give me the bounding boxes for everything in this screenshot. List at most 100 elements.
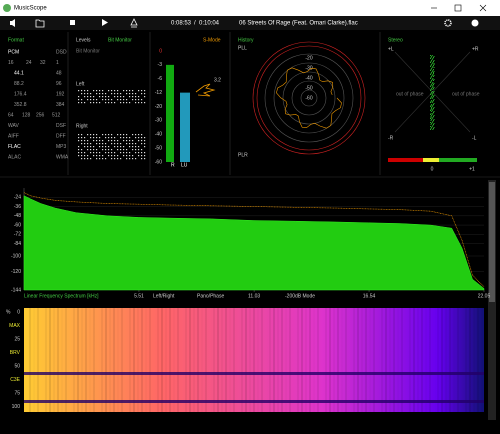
meter-scale: -3: [158, 62, 163, 68]
bit-dot: [141, 143, 143, 145]
bit-dot: [111, 155, 113, 157]
stereo-dot: [433, 123, 435, 124]
stereo-dot: [433, 63, 435, 64]
stereo-dot: [433, 57, 434, 58]
meter-scale: -30: [155, 118, 162, 124]
format-cell: FLAC: [8, 144, 21, 150]
bit-dot: [132, 99, 134, 101]
stereo-dot: [432, 109, 434, 110]
bit-dot: [90, 99, 92, 101]
y-tick-label: -72: [14, 232, 21, 238]
format-cell: DSF: [56, 123, 66, 129]
ring-label: -50: [305, 85, 312, 91]
stop-button[interactable]: [70, 20, 75, 25]
stereo-dot: [432, 121, 434, 122]
bit-dot: [144, 93, 146, 95]
stereo-dot: [430, 109, 432, 110]
history-ring: [256, 45, 362, 151]
stereo-dot: [431, 108, 433, 109]
bit-dot: [144, 158, 146, 160]
stereo-dot: [431, 56, 433, 57]
stereo-dot: [430, 82, 431, 83]
bit-dot: [96, 134, 98, 136]
bit-dot: [117, 146, 119, 148]
stereo-dot: [430, 113, 432, 114]
bit-dot: [141, 152, 143, 154]
stereo-dot: [433, 60, 435, 61]
corr-mid: [423, 158, 439, 162]
bit-dot: [96, 90, 98, 92]
bit-dot: [120, 152, 122, 154]
bit-dot: [111, 158, 113, 160]
bit-dot: [123, 134, 125, 136]
stereo-dot: [430, 98, 431, 99]
bit-dot: [129, 143, 131, 145]
format-cell: 384: [56, 102, 65, 108]
mode-pp[interactable]: Pano/Phase: [197, 293, 224, 299]
bit-dot: [144, 90, 146, 92]
bit-dot: [105, 137, 107, 139]
stereo-dot: [430, 93, 432, 94]
format-cell: 24: [26, 60, 32, 66]
bit-dot: [135, 143, 137, 145]
bit-dot: [111, 102, 113, 104]
stereo-dot: [433, 91, 435, 92]
meter-scale: -40: [155, 132, 162, 138]
play-button[interactable]: [102, 19, 108, 26]
bit-dot: [78, 134, 80, 136]
bit-dot: [120, 137, 122, 139]
spectrogram-label: 0: [17, 309, 20, 315]
bit-dot: [87, 93, 89, 95]
spectrum-peak: [23, 192, 485, 288]
bit-dot: [96, 140, 98, 142]
bit-dot: [117, 149, 119, 151]
bit-dot: [96, 158, 98, 160]
bit-dot: [126, 134, 128, 136]
stereo-dot: [433, 111, 435, 112]
stereo-dot: [431, 75, 433, 76]
stereo-dot: [430, 70, 431, 71]
spectrogram-label: 25: [14, 336, 20, 342]
bit-dot: [102, 140, 104, 142]
bit-dot: [99, 143, 101, 145]
levels-mode[interactable]: Bit Monitor: [108, 37, 132, 43]
bit-dot: [144, 137, 146, 139]
stereo-dot: [432, 125, 434, 126]
ring-label: -60: [305, 95, 312, 101]
stereo-dot: [433, 119, 435, 120]
stereo-dot: [433, 56, 435, 57]
stereo-dot: [433, 88, 434, 89]
volume-button[interactable]: [10, 19, 15, 27]
format-cell: 48: [56, 70, 62, 76]
channel-lu: LU: [181, 162, 188, 168]
eject-button[interactable]: [130, 18, 138, 28]
bit-dot: [126, 152, 128, 154]
stereo-dot: [431, 111, 433, 112]
stereo-dot: [430, 65, 432, 66]
info-button[interactable]: [471, 19, 479, 27]
mode-lr[interactable]: Left/Right: [153, 293, 175, 299]
bit-dot: [93, 146, 95, 148]
open-button[interactable]: [35, 19, 45, 28]
bit-dot: [126, 93, 128, 95]
settings-button[interactable]: [444, 19, 452, 27]
bit-dot: [81, 152, 83, 154]
stereo-dot: [430, 69, 432, 70]
stereo-dot: [433, 112, 434, 113]
bit-dot: [105, 93, 107, 95]
mode-db[interactable]: -200dB Mode: [285, 293, 315, 299]
bit-dot: [90, 158, 92, 160]
meter-mode[interactable]: S-Mode: [203, 37, 221, 43]
format-cell: MP3: [56, 144, 67, 150]
stereo-title: Stereo: [388, 37, 403, 43]
stereo-dot: [430, 89, 432, 90]
scrollbar-thumb[interactable]: [489, 182, 495, 302]
close-button[interactable]: [479, 4, 487, 12]
stereo-dot: [430, 102, 431, 103]
stereo-dot: [431, 122, 433, 123]
maximize-button[interactable]: [454, 4, 462, 12]
bit-dot: [105, 152, 107, 154]
bit-dot: [138, 152, 140, 154]
stereo-dot: [433, 92, 434, 93]
bit-dot: [96, 93, 98, 95]
